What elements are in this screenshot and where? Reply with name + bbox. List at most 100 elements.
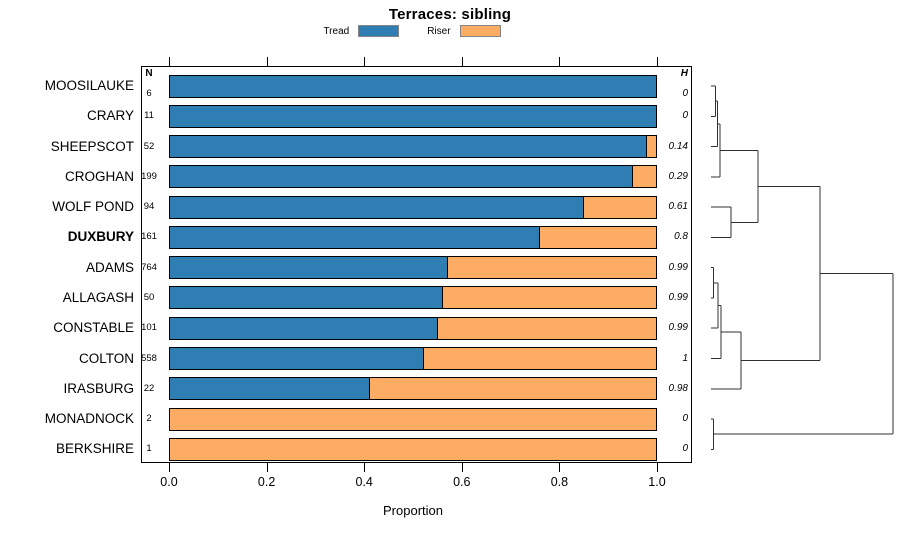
legend-item-tread: Tread [323,25,400,37]
category-label: MONADNOCK [44,411,134,427]
tread-segment [170,136,647,158]
riser-segment [170,438,656,460]
bar-row [169,286,657,310]
n-value: 161 [141,231,157,243]
legend-label-tread: Tread [323,25,350,37]
category-label: BERKSHIRE [55,441,134,457]
bar-row [169,74,657,98]
tread-segment [170,378,370,400]
x-axis-tick-label: 0.8 [550,475,569,489]
x-axis-tick-label: 0.2 [257,475,276,489]
bar-row [169,347,657,371]
tread-segment [170,317,438,339]
tread-segment [170,348,423,370]
x-axis-tick-bottom [169,463,170,472]
x-axis-tick-bottom [559,463,561,472]
tread-segment [170,226,540,248]
category-label: COLTON [78,350,134,366]
x-axis-tick-top [266,57,268,66]
chart-title: Terraces: sibling [388,6,512,23]
riser-segment [369,378,656,400]
x-axis-tick-top [461,57,463,66]
h-value: 0.61 [668,201,688,213]
bar-row [169,225,657,249]
n-column-header: N [145,68,153,79]
h-column-header: H [680,68,688,79]
h-value: 0.98 [668,382,688,394]
category-label: CROGHAN [64,168,134,184]
h-value: 0 [682,88,688,99]
bar-row [169,135,657,159]
h-value: 0 [682,110,688,122]
n-value: 94 [143,201,155,213]
riser-segment [539,226,656,248]
x-axis-tick-bottom [364,463,366,472]
category-label: CRARY [86,108,134,124]
n-value: 764 [141,261,157,273]
x-axis-tick-top [559,57,561,66]
category-label: MOOSILAUKE [44,78,134,93]
x-axis-tick-label: 0.6 [453,475,471,489]
h-value: 0.14 [668,140,688,152]
h-value: 0 [682,443,688,455]
x-axis-title: Proportion [383,503,443,518]
x-axis-tick-top [169,57,170,66]
x-axis-tick-label: 0.4 [355,475,373,489]
tread-segment [170,75,656,97]
x-axis-tick-bottom [266,463,268,472]
x-axis-tick-top [657,57,658,66]
category-label: WOLF POND [52,199,134,215]
tread-segment [170,105,656,127]
category-label: SHEEPSCOT [50,138,134,154]
h-value: 0.99 [668,261,688,273]
tread-segment [170,196,584,218]
n-value: 6 [146,88,152,99]
legend-item-riser: Riser [427,25,501,37]
riser-segment [583,196,656,218]
category-label: CONSTABLE [53,320,134,336]
n-value: 52 [143,140,155,152]
legend-swatch-tread [358,25,400,37]
h-value: 0.29 [668,170,688,182]
riser-segment [447,257,656,279]
n-value: 50 [143,291,155,303]
category-label: ALLAGASH [62,289,134,305]
x-axis-tick-bottom [657,463,658,472]
bar-row [169,377,657,401]
n-value: 1 [146,443,152,455]
h-value: 0.99 [668,291,688,303]
x-axis-tick-bottom [461,463,463,472]
riser-segment [170,408,656,430]
riser-segment [437,317,656,339]
n-value: 22 [143,382,155,394]
h-value: 0 [682,413,688,425]
riser-segment [442,287,656,309]
riser-segment [646,136,656,158]
h-value: 1 [682,352,688,364]
legend-label-riser: Riser [427,25,451,37]
bar-row [169,256,657,280]
tread-segment [170,257,448,279]
n-value: 101 [141,322,157,334]
n-value: 199 [141,170,157,182]
bar-row [169,195,657,219]
x-axis-tick-label: 1.0 [648,475,666,489]
x-axis-tick-label: 0.0 [160,475,178,489]
n-value: 11 [144,110,154,122]
riser-segment [422,348,656,370]
tread-segment [170,166,632,188]
category-label: DUXBURY [67,229,134,245]
bar-row [169,165,657,189]
category-label: IRASBURG [63,380,134,396]
h-value: 0.99 [668,322,688,334]
bar-row [169,316,657,340]
bar-row [169,104,657,128]
plot-area-border [141,66,692,463]
category-label: ADAMS [85,259,134,275]
legend-swatch-riser [459,25,501,37]
x-axis-tick-top [364,57,366,66]
bar-row [169,407,657,431]
h-value: 0.8 [674,231,688,243]
n-value: 2 [146,413,152,425]
